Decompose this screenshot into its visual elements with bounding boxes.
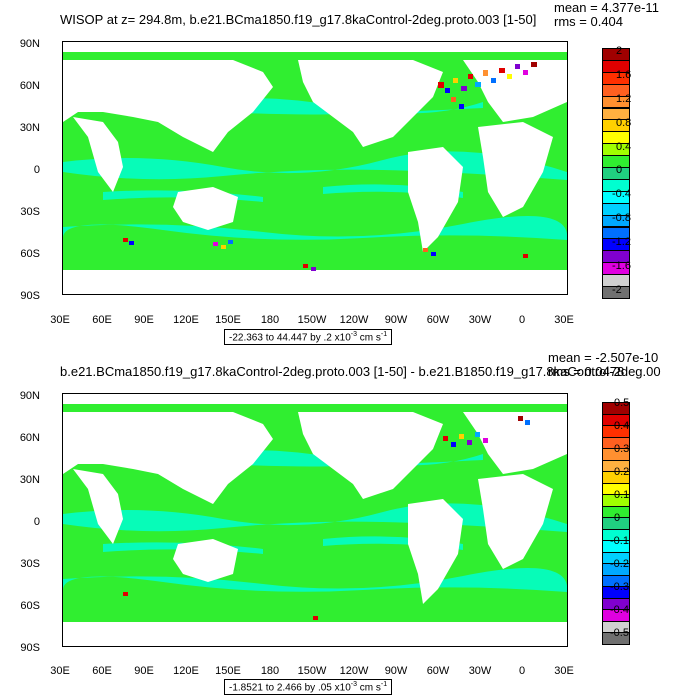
bottom-xtick-label: 30W (468, 665, 492, 677)
bottom-ytick-label: 60S (20, 600, 40, 612)
bottom-mean-label: mean = -2.507e-10 (548, 350, 659, 365)
land-masks (63, 42, 567, 294)
top-xtick-label: 0 (518, 314, 526, 326)
high-variance-noise (123, 62, 537, 271)
top-colorbar-label: -2 (612, 284, 622, 296)
top-colorbar-label: -0.8 (612, 212, 631, 224)
bottom-map-title: b.e21.BCma1850.f19_g17.8kaControl-2deg.p… (60, 364, 661, 379)
top-colorbar-label: -0.4 (612, 188, 631, 200)
bottom-ytick-label: 90S (20, 642, 40, 654)
high-variance-noise (123, 416, 530, 620)
top-ytick-label: 90N (19, 38, 40, 50)
bottom-rms-label: rms = 0.0478 (548, 364, 625, 379)
bottom-colorbar-label: -0.5 (610, 627, 629, 639)
bottom-xtick-label: 0 (518, 665, 526, 677)
top-map-title: WISOP at z= 294.8m, b.e21.BCma1850.f19_g… (60, 12, 537, 27)
land-masks (63, 394, 567, 646)
top-xtick-label: 150E (215, 314, 241, 326)
top-map-panel: WISOP at z= 294.8m, b.e21.BCma1850.f19_g… (19, 0, 659, 346)
top-xtick-label: 120W (339, 314, 369, 326)
top-map-plot-area (62, 41, 568, 295)
bottom-xtick-label: 90W (384, 665, 408, 677)
bottom-ytick-label: 30S (20, 558, 40, 570)
bottom-xtick-label: 60W (426, 665, 450, 677)
bottom-colorbar-label: -0.3 (610, 581, 629, 593)
top-range-label: -22.363 to 44.447 by .2 x10-3 cm s-1 (224, 329, 393, 346)
top-xtick-label: 30W (468, 314, 492, 326)
top-colorbar-label: -1.2 (612, 236, 631, 248)
bottom-xtick-label: 150W (297, 665, 327, 677)
bottom-xtick-label: 30E (554, 665, 574, 677)
bottom-xtick-label: 120E (173, 665, 199, 677)
top-xtick-label: 150W (297, 314, 327, 326)
top-rms-label: rms = 0.404 (554, 14, 624, 29)
top-colorbar-label: 1.6 (616, 69, 632, 81)
bottom-colorbar-label: 0.3 (614, 443, 630, 455)
bottom-map-svg (63, 394, 567, 646)
bottom-ytick-label: 30N (19, 474, 40, 486)
top-map-svg (63, 42, 567, 294)
top-xtick-label: 30E (554, 314, 574, 326)
bottom-colorbar-label: -0.4 (610, 604, 629, 616)
bottom-map-plot-area (62, 393, 568, 647)
bottom-range-label: -1.8521 to 2.466 by .05 x10-3 cm s-1 (224, 679, 393, 696)
top-colorbar-label: 1.2 (616, 93, 632, 105)
bottom-colorbar-label: 0.2 (614, 466, 630, 478)
bottom-xtick-label: 150E (215, 665, 241, 677)
bottom-ytick-label: 60N (19, 432, 40, 444)
bottom-map-panel: b.e21.BCma1850.f19_g17.8kaControl-2deg.p… (0, 350, 700, 700)
bottom-colorbar-label: 0.1 (614, 489, 630, 501)
bottom-colorbar-label: 0 (614, 512, 621, 524)
top-ytick-label: 60S (20, 248, 40, 260)
top-xtick-label: 120E (173, 314, 199, 326)
top-xtick-label: 60W (426, 314, 450, 326)
top-xtick-label: 90E (134, 314, 154, 326)
bottom-colorbar-label: 0.5 (614, 397, 630, 409)
top-xtick-label: 30E (50, 314, 70, 326)
colorbar-swatch (602, 286, 630, 299)
bottom-xtick-label: 120W (339, 665, 369, 677)
top-ytick-label: 30N (19, 122, 40, 134)
bottom-xtick-label: 180 (260, 665, 280, 677)
bottom-colorbar-label: -0.2 (610, 558, 629, 570)
top-colorbar-label: -1.6 (612, 260, 631, 272)
top-ytick-label: 60N (19, 80, 40, 92)
bottom-xtick-label: 30E (50, 665, 70, 677)
top-mean-label: mean = 4.377e-11 (554, 0, 659, 15)
bottom-ytick-label: 0 (33, 516, 40, 528)
top-ytick-label: 90S (20, 290, 40, 302)
top-xtick-label: 60E (92, 314, 112, 326)
top-colorbar-label: 0.4 (616, 141, 632, 153)
colorbar-swatch (602, 632, 630, 645)
top-ytick-label: 0 (33, 164, 40, 176)
bottom-xtick-label: 60E (92, 665, 112, 677)
top-colorbar-label: 0.8 (616, 117, 632, 129)
top-colorbar-label: 2 (616, 45, 623, 57)
bottom-ytick-label: 90N (19, 390, 40, 402)
bottom-xtick-label: 90E (134, 665, 154, 677)
bottom-colorbar-label: -0.1 (610, 535, 629, 547)
bottom-colorbar-label: 0.4 (614, 420, 630, 432)
top-ytick-label: 30S (20, 206, 40, 218)
top-xtick-label: 180 (260, 314, 280, 326)
top-colorbar-label: 0 (616, 164, 623, 176)
top-xtick-label: 90W (384, 314, 408, 326)
